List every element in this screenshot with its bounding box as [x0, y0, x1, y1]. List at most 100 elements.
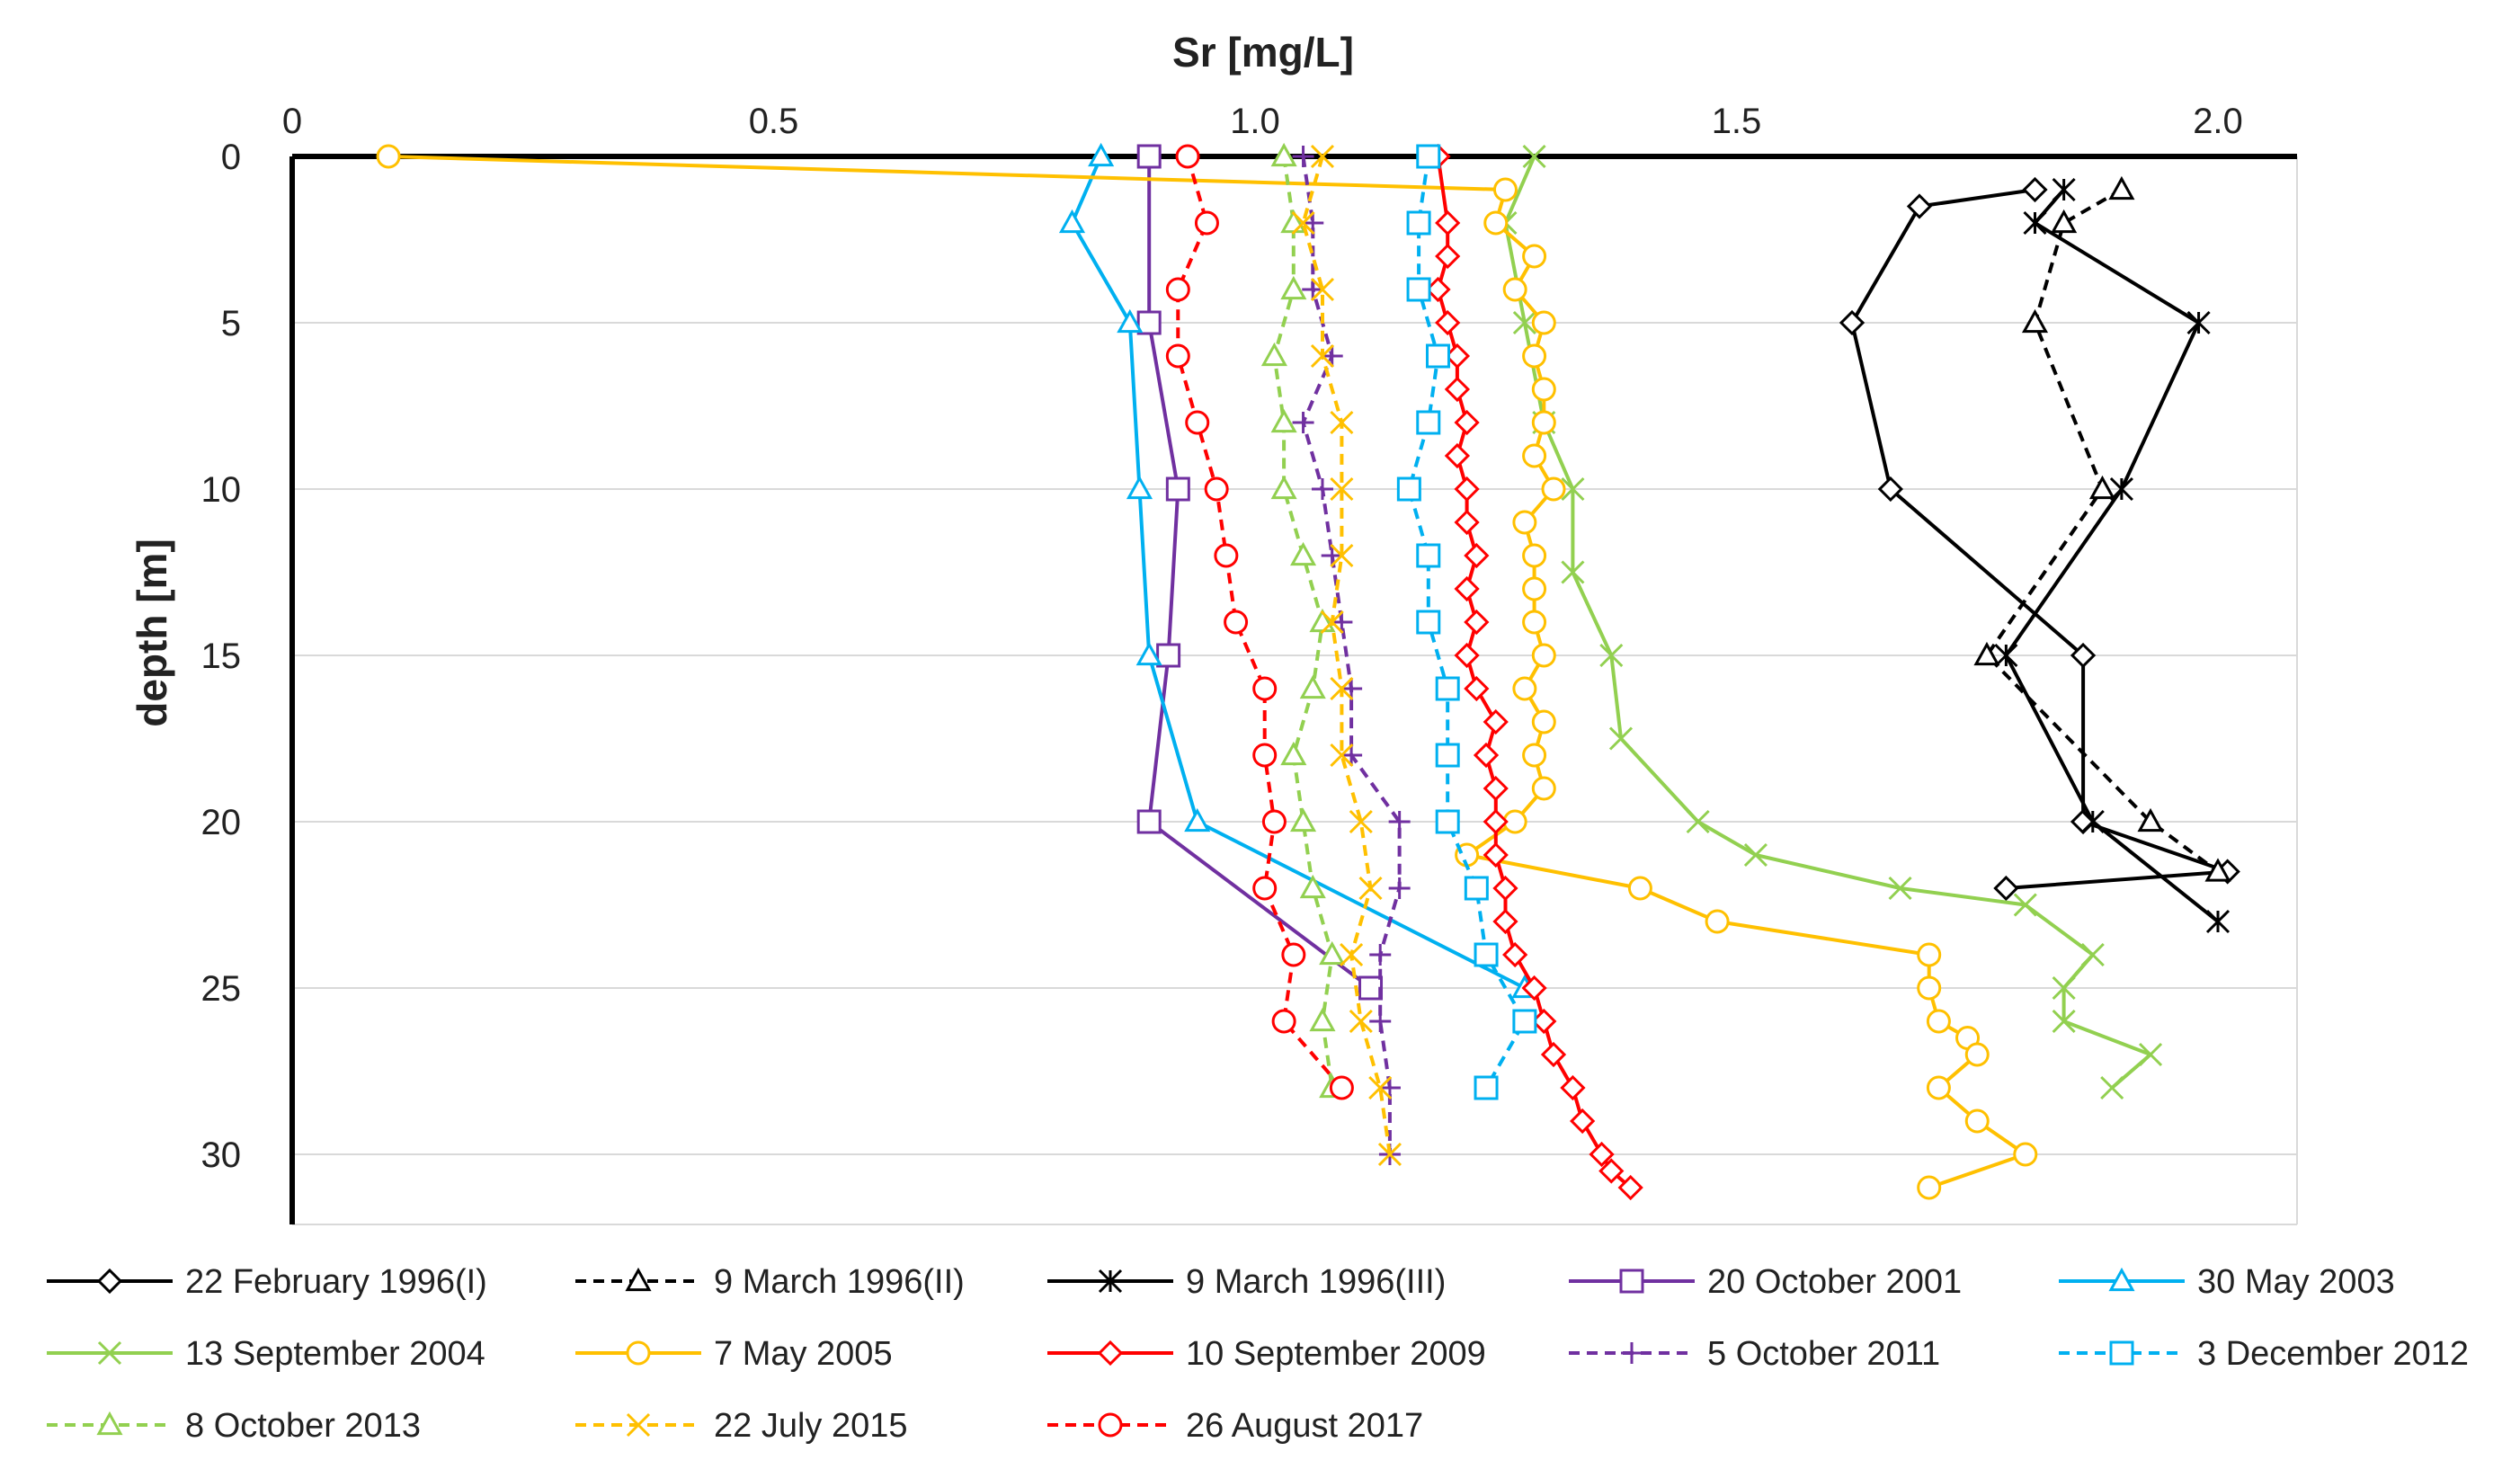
data-point: [1280, 741, 1307, 766]
legend-label: 13 September 2004: [185, 1335, 485, 1373]
data-point: [1570, 1108, 1596, 1135]
data-point: [1224, 610, 1249, 635]
legend-label: 10 September 2009: [1186, 1335, 1486, 1373]
data-point: [1454, 509, 1480, 536]
data-point: [2204, 858, 2231, 882]
data-point: [1444, 442, 1471, 469]
data-point: [1541, 476, 1566, 502]
data-point: [1270, 408, 1297, 433]
data-point: [1416, 610, 1441, 635]
series-line: [1301, 156, 1392, 1155]
series-9-march-1996-ii-: [1973, 175, 2231, 882]
data-point: [1261, 809, 1287, 834]
data-point: [1290, 541, 1317, 566]
data-point: [1435, 309, 1461, 336]
series-22-july-2015: [1291, 144, 1402, 1167]
data-point: [1512, 1009, 1537, 1034]
data-point: [1444, 376, 1471, 403]
data-point: [1358, 975, 1384, 1001]
data-point: [1522, 244, 1547, 269]
series-line: [1176, 156, 1343, 1090]
data-point: [1454, 476, 1480, 503]
data-point: [1097, 1340, 1124, 1367]
data-point: [1608, 726, 1634, 751]
series-line: [1850, 188, 2230, 890]
data-point: [2186, 310, 2211, 335]
legend-label: 26 August 2017: [1186, 1407, 1423, 1445]
data-point: [1330, 543, 1354, 568]
data-point: [1349, 809, 1373, 834]
y-tick-label: 25: [201, 969, 242, 1009]
data-point: [2109, 1340, 2134, 1366]
series-22-february-1996-i-: [1839, 176, 2240, 902]
data-point: [1705, 909, 1730, 934]
data-point: [2052, 1009, 2076, 1034]
data-point: [1194, 210, 1219, 236]
data-point: [1204, 476, 1229, 502]
data-point: [1369, 944, 1392, 966]
data-point: [2021, 308, 2049, 334]
data-point: [1331, 611, 1353, 633]
legend-label: 20 October 2001: [1707, 1263, 1962, 1301]
data-point: [1292, 412, 1314, 433]
legend-label: 30 May 2003: [2197, 1263, 2395, 1301]
axes: [289, 154, 2298, 1225]
series-line: [1503, 156, 2152, 1090]
data-point: [1319, 940, 1346, 966]
data-point: [1483, 808, 1509, 835]
data-point: [1599, 643, 1624, 668]
series-20-october-2001: [1136, 144, 1384, 1001]
data-point: [1340, 678, 1363, 699]
y-tick-label: 15: [201, 637, 242, 676]
legend-label: 22 February 1996(I): [185, 1263, 487, 1301]
data-point: [1310, 144, 1335, 169]
data-point: [2022, 176, 2048, 203]
data-point: [1270, 475, 1297, 500]
data-point: [1512, 310, 1536, 335]
x-tick-label: 1.0: [1230, 102, 1280, 141]
data-point: [1686, 809, 1710, 834]
data-point: [1406, 210, 1431, 236]
y-tick-label: 5: [221, 304, 241, 343]
y-tick-label: 20: [201, 803, 242, 842]
series-line: [388, 155, 2027, 1189]
legend-item: 10 September 2009: [1047, 1335, 1486, 1373]
data-point: [1290, 807, 1317, 832]
gridlines: [292, 322, 2297, 1155]
y-tick-label: 10: [201, 470, 242, 510]
data-point: [1321, 545, 1343, 566]
legend-item: 22 July 2015: [575, 1407, 908, 1445]
legend-label: 3 December 2012: [2197, 1335, 2469, 1373]
data-point: [1973, 641, 2000, 666]
data-point: [1531, 310, 1556, 335]
data-point: [1388, 877, 1411, 899]
data-point: [1483, 210, 1509, 236]
legend-item: 26 August 2017: [1047, 1407, 1423, 1445]
data-point: [1492, 908, 1518, 935]
data-point: [1310, 343, 1335, 369]
data-point: [1378, 1077, 1401, 1099]
data-point: [96, 1268, 123, 1295]
legend-item: 20 October 2001: [1569, 1263, 1962, 1301]
legend-item: 7 May 2005: [575, 1335, 893, 1373]
data-point: [1098, 1269, 1123, 1294]
x-tick-label: 0: [282, 102, 302, 141]
data-point: [1435, 809, 1460, 834]
series-8-october-2013: [1260, 142, 1346, 1099]
data-point: [1531, 410, 1556, 435]
data-point: [1252, 676, 1278, 701]
data-point: [1260, 342, 1287, 367]
data-point: [1531, 709, 1556, 734]
data-point: [1993, 875, 2019, 902]
data-point: [2205, 909, 2231, 934]
data-point: [1464, 609, 1490, 636]
series-13-september-2004: [1493, 144, 2163, 1100]
data-point: [1126, 475, 1153, 500]
data-point: [1416, 410, 1441, 435]
data-point: [1964, 1042, 1990, 1067]
data-point: [1165, 277, 1190, 302]
y-axis-title: depth [m]: [129, 539, 175, 727]
data-point: [2088, 475, 2116, 500]
legend-label: 7 May 2005: [714, 1335, 893, 1373]
data-point: [1310, 277, 1335, 302]
